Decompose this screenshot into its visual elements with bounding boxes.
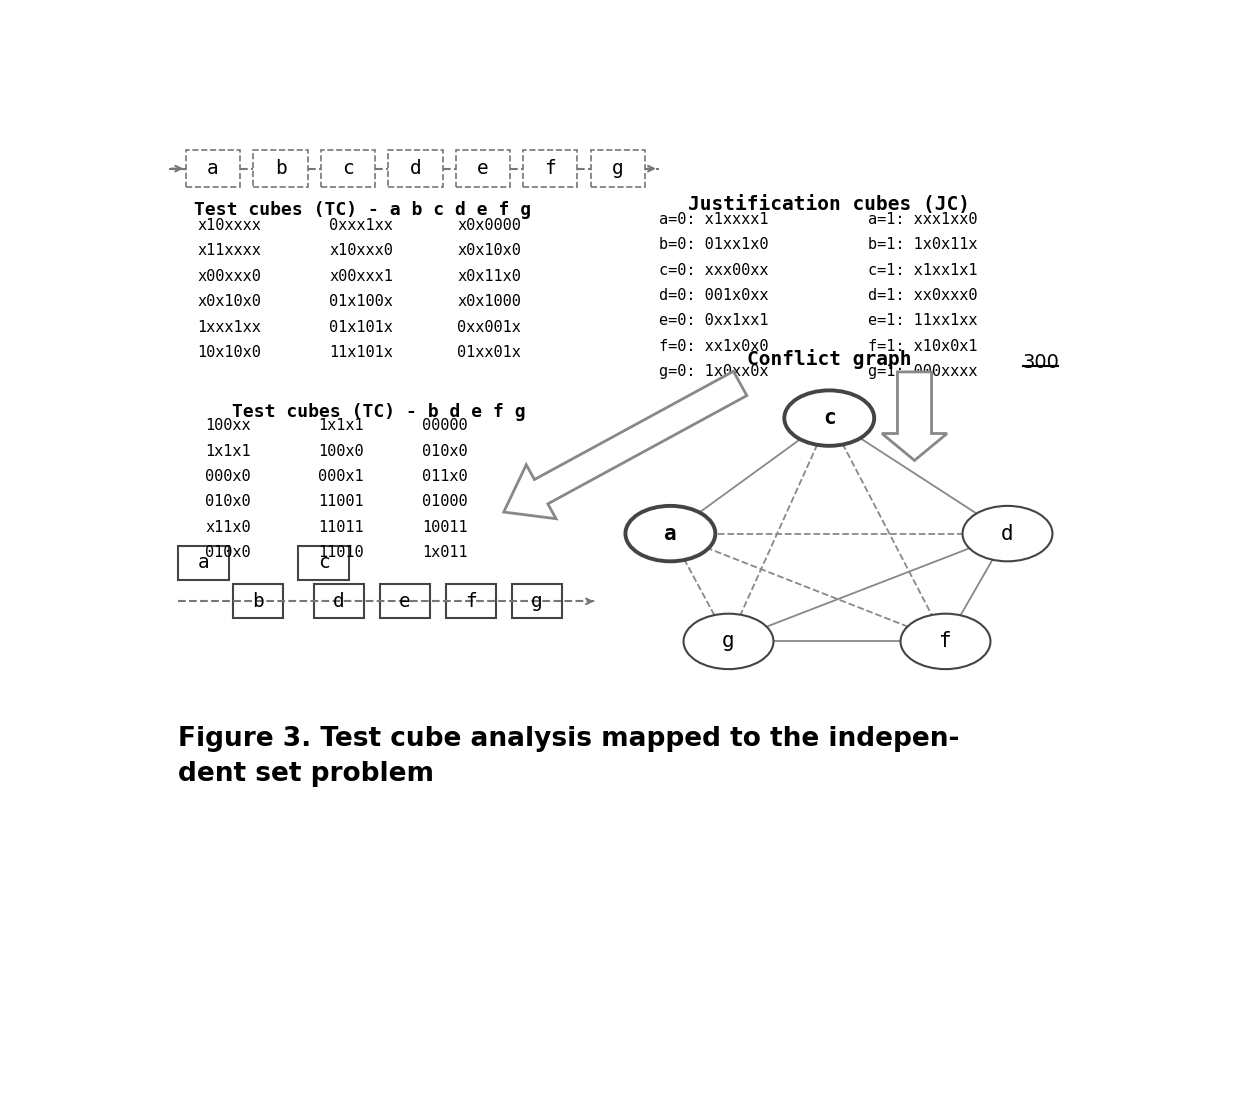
Text: a=1: xxx1xx0: a=1: xxx1xx0 [868,212,977,226]
Ellipse shape [900,614,991,669]
Text: 11001: 11001 [317,494,363,509]
Text: 011x0: 011x0 [423,468,467,484]
FancyBboxPatch shape [523,150,578,188]
Text: 1x1x1: 1x1x1 [206,444,250,458]
FancyBboxPatch shape [445,585,496,618]
Text: 11x101x: 11x101x [330,345,393,360]
FancyBboxPatch shape [379,585,430,618]
Text: x0x11x0: x0x11x0 [458,269,521,284]
Text: 010x0: 010x0 [423,444,467,458]
Text: b=0: 01xx1x0: b=0: 01xx1x0 [658,238,769,252]
Text: g: g [722,632,735,652]
Text: 00000: 00000 [423,418,467,433]
Text: 1x011: 1x011 [423,545,467,561]
FancyBboxPatch shape [299,546,348,579]
FancyBboxPatch shape [590,150,645,188]
Text: f: f [939,632,952,652]
Text: a=0: x1xxxx1: a=0: x1xxxx1 [658,212,769,226]
Text: 000x0: 000x0 [206,468,250,484]
Text: 0xxx1xx: 0xxx1xx [330,218,393,233]
Text: b=1: 1x0x11x: b=1: 1x0x11x [868,238,977,252]
Text: d: d [334,592,345,610]
FancyBboxPatch shape [186,150,241,188]
Text: c=1: x1xx1x1: c=1: x1xx1x1 [868,263,977,278]
FancyBboxPatch shape [314,585,365,618]
Text: 1xxx1xx: 1xxx1xx [197,320,262,334]
Text: g=0: 1x0xx0x: g=0: 1x0xx0x [658,364,769,380]
Text: e=0: 0xx1xx1: e=0: 0xx1xx1 [658,313,769,329]
Text: c=0: xxx00xx: c=0: xxx00xx [658,263,769,278]
FancyBboxPatch shape [456,150,510,188]
FancyBboxPatch shape [321,150,374,188]
Text: f: f [465,592,476,610]
Text: 01x100x: 01x100x [330,294,393,309]
Text: 100xx: 100xx [206,418,250,433]
Text: x0x1000: x0x1000 [458,294,521,309]
Text: d=1: xx0xxx0: d=1: xx0xxx0 [868,287,977,303]
FancyBboxPatch shape [179,546,228,579]
Polygon shape [503,371,746,518]
Text: x00xxx0: x00xxx0 [197,269,262,284]
FancyBboxPatch shape [253,150,308,188]
Text: a: a [665,524,677,544]
Text: f=0: xx1x0x0: f=0: xx1x0x0 [658,339,769,354]
Text: Conflict graph: Conflict graph [746,349,911,369]
Text: 01xx01x: 01xx01x [458,345,521,360]
Text: x0x10x0: x0x10x0 [458,243,521,259]
Text: 11011: 11011 [317,519,363,535]
Text: f=1: x10x0x1: f=1: x10x0x1 [868,339,977,354]
Text: g: g [531,592,543,610]
Text: d: d [409,159,422,178]
Text: Test cubes (TC) - a b c d e f g: Test cubes (TC) - a b c d e f g [193,201,531,219]
Text: c: c [317,554,330,573]
Text: a: a [207,159,219,178]
Text: e: e [477,159,489,178]
Text: dent set problem: dent set problem [179,760,434,787]
Text: 01000: 01000 [423,494,467,509]
Text: 10011: 10011 [423,519,467,535]
Ellipse shape [962,506,1053,562]
Text: 010x0: 010x0 [206,545,250,561]
Text: Justification cubes (JC): Justification cubes (JC) [688,194,970,214]
FancyBboxPatch shape [511,585,562,618]
Text: b: b [252,592,264,610]
Text: Figure 3. Test cube analysis mapped to the indepen-: Figure 3. Test cube analysis mapped to t… [179,726,960,753]
Text: x11x0: x11x0 [206,519,250,535]
Text: 1x1x1: 1x1x1 [317,418,363,433]
Text: g: g [611,159,624,178]
Text: 0xx001x: 0xx001x [458,320,521,334]
Text: 01x101x: 01x101x [330,320,393,334]
Ellipse shape [784,391,874,446]
Ellipse shape [683,614,774,669]
Text: 300: 300 [1023,353,1060,372]
Text: g=1: 000xxxx: g=1: 000xxxx [868,364,977,380]
Text: 10x10x0: 10x10x0 [197,345,262,360]
Text: b: b [275,159,286,178]
Text: x10xxx0: x10xxx0 [330,243,393,259]
Text: d=0: 001x0xx: d=0: 001x0xx [658,287,769,303]
Polygon shape [882,372,947,461]
Text: 100x0: 100x0 [317,444,363,458]
Text: f: f [544,159,556,178]
Text: 000x1: 000x1 [317,468,363,484]
Text: d: d [1001,524,1014,544]
Text: x0x10x0: x0x10x0 [197,294,262,309]
Text: x11xxxx: x11xxxx [197,243,262,259]
Ellipse shape [625,506,715,562]
FancyBboxPatch shape [388,150,443,188]
Text: a: a [197,554,210,573]
Text: 010x0: 010x0 [206,494,250,509]
FancyBboxPatch shape [233,585,283,618]
Text: e=1: 11xx1xx: e=1: 11xx1xx [868,313,977,329]
Text: e: e [399,592,410,610]
Text: c: c [342,159,353,178]
Text: x10xxxx: x10xxxx [197,218,262,233]
Text: x0x0000: x0x0000 [458,218,521,233]
Text: 11010: 11010 [317,545,363,561]
Text: Test cubes (TC) - b d e f g: Test cubes (TC) - b d e f g [233,403,526,421]
Text: x00xxx1: x00xxx1 [330,269,393,284]
Text: c: c [823,408,836,428]
